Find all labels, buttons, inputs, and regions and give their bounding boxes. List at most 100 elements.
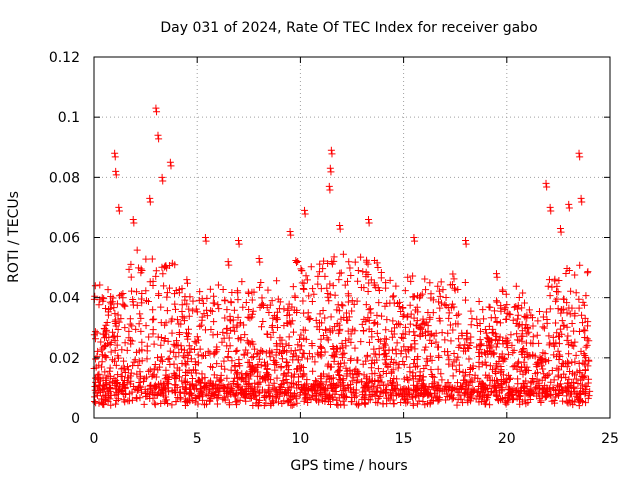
data-point: [115, 318, 123, 326]
data-point: [121, 324, 129, 332]
data-point: [517, 348, 525, 356]
data-point: [467, 333, 475, 341]
data-point: [111, 153, 119, 161]
data-point: [556, 351, 564, 359]
data-point: [257, 323, 265, 331]
data-point: [454, 353, 462, 361]
data-point: [325, 182, 333, 190]
data-point: [260, 375, 268, 383]
data-point: [234, 313, 242, 321]
x-tick-label: 5: [193, 431, 202, 447]
data-point: [479, 306, 487, 314]
data-point: [571, 271, 579, 279]
data-point: [354, 401, 362, 409]
data-point: [164, 399, 172, 407]
data-point: [109, 294, 117, 302]
data-point: [432, 338, 440, 346]
data-point: [157, 353, 165, 361]
data-point: [263, 365, 271, 373]
data-point: [196, 322, 204, 330]
data-point: [371, 257, 379, 265]
data-point: [298, 342, 306, 350]
data-point: [307, 385, 315, 393]
data-point: [562, 270, 570, 278]
data-point: [221, 296, 229, 304]
data-point: [461, 279, 469, 287]
data-point: [586, 387, 594, 395]
data-point: [558, 386, 566, 394]
data-point: [330, 253, 338, 261]
data-point: [112, 167, 120, 175]
data-point: [176, 330, 184, 338]
data-point: [256, 258, 264, 266]
data-point: [524, 325, 532, 333]
data-point: [400, 386, 408, 394]
data-point: [433, 384, 441, 392]
data-point: [276, 392, 284, 400]
data-point: [515, 294, 523, 302]
data-point: [149, 306, 157, 314]
data-point: [405, 347, 413, 355]
data-point: [566, 310, 574, 318]
data-point: [430, 373, 438, 381]
data-point: [197, 321, 205, 329]
data-point: [555, 340, 563, 348]
data-point: [111, 310, 119, 318]
data-point: [453, 312, 461, 320]
data-point: [155, 291, 163, 299]
data-point: [540, 324, 548, 332]
data-point: [226, 388, 234, 396]
data-point: [409, 394, 417, 402]
data-point: [365, 386, 373, 394]
data-point: [194, 392, 202, 400]
data-point: [234, 237, 242, 245]
data-point: [582, 292, 590, 300]
data-point: [399, 312, 407, 320]
data-point: [341, 281, 349, 289]
data-point: [100, 334, 108, 342]
data-point: [111, 149, 119, 157]
data-point: [556, 380, 564, 388]
data-point: [399, 334, 407, 342]
data-point: [455, 361, 463, 369]
data-point: [202, 237, 210, 245]
data-point: [118, 346, 126, 354]
data-point: [348, 398, 356, 406]
data-point: [353, 297, 361, 305]
data-point: [322, 378, 330, 386]
data-point: [444, 329, 452, 337]
data-point: [494, 381, 502, 389]
data-point: [476, 342, 484, 350]
data-point: [571, 398, 579, 406]
data-point: [172, 305, 180, 313]
data-point: [417, 325, 425, 333]
data-point: [473, 321, 481, 329]
data-point: [397, 307, 405, 315]
data-point: [234, 396, 242, 404]
data-point: [479, 388, 487, 396]
data-point: [118, 373, 126, 381]
data-point: [174, 393, 182, 401]
data-point: [111, 391, 119, 399]
data-point: [541, 374, 549, 382]
data-point: [308, 353, 316, 361]
data-point: [245, 305, 253, 313]
data-point: [462, 237, 470, 245]
data-point: [564, 399, 572, 407]
data-point: [178, 307, 186, 315]
data-point: [414, 308, 422, 316]
data-point: [291, 293, 299, 301]
data-point: [178, 301, 186, 309]
data-point: [521, 363, 529, 371]
data-point: [513, 365, 521, 373]
data-point: [267, 400, 275, 408]
data-point: [126, 320, 134, 328]
data-point: [522, 339, 530, 347]
data-point: [135, 264, 143, 272]
data-point: [302, 272, 310, 280]
data-point: [210, 350, 218, 358]
data-point: [371, 369, 379, 377]
data-point: [184, 351, 192, 359]
data-point: [256, 355, 264, 363]
